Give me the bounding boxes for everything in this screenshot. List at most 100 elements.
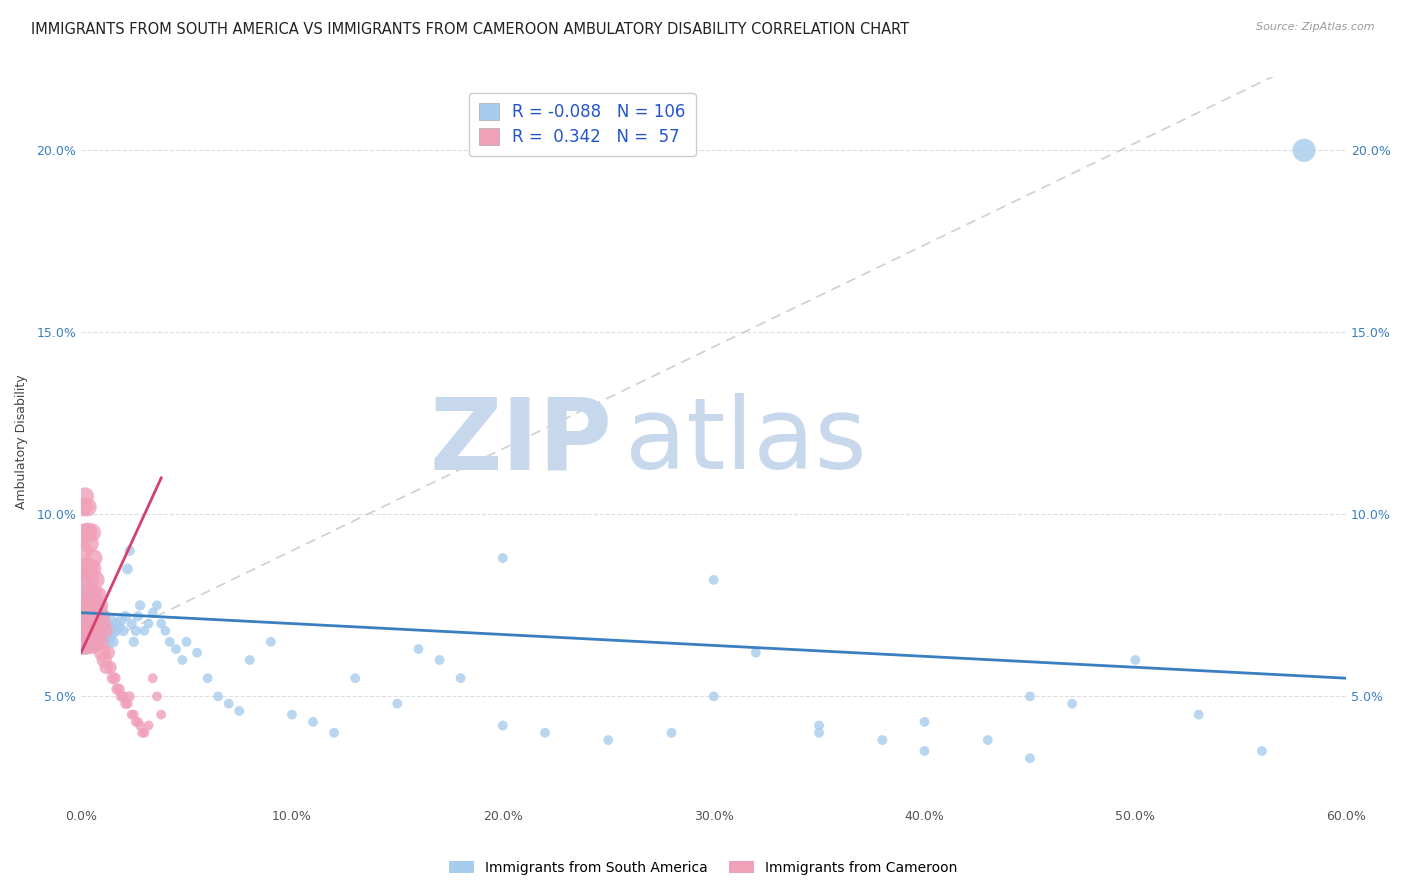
Point (72, 624, 94, 638)
Point (1294, 143, 1316, 157)
Point (1062, 697, 1084, 711)
Point (872, 733, 894, 747)
Point (75, 634, 97, 648)
Point (323, 726, 346, 740)
Point (87, 599, 110, 613)
Point (146, 690, 169, 704)
Point (159, 634, 181, 648)
Point (112, 690, 135, 704)
Point (703, 690, 725, 704)
Point (125, 624, 148, 638)
Point (76, 595, 98, 609)
Point (703, 573, 725, 587)
Point (186, 646, 208, 660)
Point (197, 671, 219, 685)
Point (91, 646, 114, 660)
Point (79, 624, 101, 638)
Point (84, 613, 107, 627)
Point (80, 599, 103, 613)
Point (79, 602, 101, 616)
Point (72, 599, 94, 613)
Point (75, 616, 97, 631)
Point (84, 624, 107, 638)
Point (745, 646, 768, 660)
Point (108, 620, 131, 634)
Point (101, 620, 124, 634)
Point (134, 624, 156, 638)
Point (155, 624, 177, 638)
Point (79, 536, 101, 550)
Point (83, 624, 105, 638)
Point (492, 551, 515, 566)
Point (89, 634, 111, 648)
Point (914, 714, 936, 729)
Point (101, 671, 124, 685)
Point (91, 606, 114, 620)
Point (176, 634, 198, 648)
Point (76, 631, 98, 645)
Point (260, 634, 283, 648)
Point (75, 634, 97, 648)
Point (91, 609, 114, 624)
Point (72, 624, 94, 638)
Point (76, 562, 98, 576)
Point (122, 634, 145, 648)
Point (93, 609, 115, 624)
Point (914, 744, 936, 758)
Point (83, 551, 105, 566)
Point (534, 726, 557, 740)
Point (105, 616, 128, 631)
Point (138, 616, 160, 631)
Point (129, 718, 152, 732)
Point (87, 624, 110, 638)
Point (80, 616, 103, 631)
Text: IMMIGRANTS FROM SOUTH AMERICA VS IMMIGRANTS FROM CAMEROON AMBULATORY DISABILITY : IMMIGRANTS FROM SOUTH AMERICA VS IMMIGRA… (31, 22, 910, 37)
Point (87, 609, 110, 624)
Point (75, 587, 97, 601)
Point (72, 573, 94, 587)
Point (105, 682, 128, 697)
Point (80, 609, 103, 624)
Point (84, 609, 107, 624)
Point (1251, 744, 1274, 758)
Point (112, 624, 135, 638)
Point (146, 599, 169, 613)
Point (118, 543, 141, 558)
Point (104, 671, 127, 685)
Point (129, 599, 152, 613)
Point (79, 613, 101, 627)
Point (80, 634, 103, 648)
Point (84, 602, 107, 616)
Point (104, 624, 127, 638)
Point (93, 653, 115, 667)
Point (80, 599, 103, 613)
Point (165, 642, 187, 657)
Point (100, 613, 122, 627)
Point (121, 616, 143, 631)
Point (808, 726, 831, 740)
Point (121, 707, 143, 722)
Point (89, 613, 111, 627)
Point (80, 634, 103, 648)
Point (228, 704, 250, 718)
Point (218, 697, 240, 711)
Point (72, 500, 94, 514)
Point (75, 602, 97, 616)
Point (89, 624, 111, 638)
Point (97, 646, 120, 660)
Point (127, 714, 149, 729)
Point (89, 599, 111, 613)
Point (76, 620, 98, 634)
Point (101, 634, 124, 648)
Point (80, 562, 103, 576)
Point (172, 653, 194, 667)
Point (72, 609, 94, 624)
Point (100, 627, 122, 641)
Point (302, 714, 325, 729)
Point (150, 707, 173, 722)
Point (96, 624, 118, 638)
Point (1125, 653, 1147, 667)
Point (207, 690, 229, 704)
Point (72, 599, 94, 613)
Point (76, 606, 98, 620)
